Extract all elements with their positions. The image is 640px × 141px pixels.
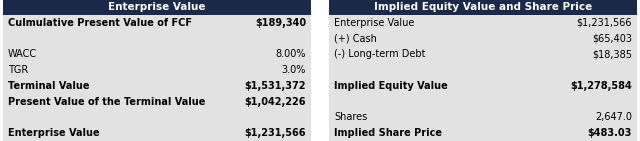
- Text: $1,231,566: $1,231,566: [244, 128, 306, 138]
- Text: $1,531,372: $1,531,372: [244, 81, 306, 91]
- Bar: [329, 0, 637, 15]
- Text: 2,647.0: 2,647.0: [595, 112, 632, 122]
- Text: Implied Equity Value and Share Price: Implied Equity Value and Share Price: [374, 3, 592, 13]
- Text: $1,231,566: $1,231,566: [577, 18, 632, 28]
- Text: $189,340: $189,340: [255, 18, 306, 28]
- Text: Enterprise Value: Enterprise Value: [8, 128, 100, 138]
- Text: Implied Equity Value: Implied Equity Value: [334, 81, 448, 91]
- Text: Shares: Shares: [334, 112, 367, 122]
- Text: (+) Cash: (+) Cash: [334, 34, 377, 44]
- Text: 8.00%: 8.00%: [275, 49, 306, 59]
- Text: TGR: TGR: [8, 65, 28, 75]
- Text: $1,278,584: $1,278,584: [570, 81, 632, 91]
- Text: Present Value of the Terminal Value: Present Value of the Terminal Value: [8, 97, 205, 107]
- Bar: [3, 0, 311, 15]
- Text: Enterprise Value: Enterprise Value: [108, 3, 205, 13]
- Text: (-) Long-term Debt: (-) Long-term Debt: [334, 49, 426, 59]
- Text: WACC: WACC: [8, 49, 37, 59]
- Bar: [3, 15, 311, 141]
- Text: $483.03: $483.03: [588, 128, 632, 138]
- Text: Culmulative Present Value of FCF: Culmulative Present Value of FCF: [8, 18, 192, 28]
- Text: Terminal Value: Terminal Value: [8, 81, 90, 91]
- Text: $18,385: $18,385: [592, 49, 632, 59]
- Text: $1,042,226: $1,042,226: [244, 97, 306, 107]
- Text: 3.0%: 3.0%: [282, 65, 306, 75]
- Bar: [329, 15, 637, 141]
- Text: $65,403: $65,403: [592, 34, 632, 44]
- Text: Implied Share Price: Implied Share Price: [334, 128, 442, 138]
- Text: Enterprise Value: Enterprise Value: [334, 18, 414, 28]
